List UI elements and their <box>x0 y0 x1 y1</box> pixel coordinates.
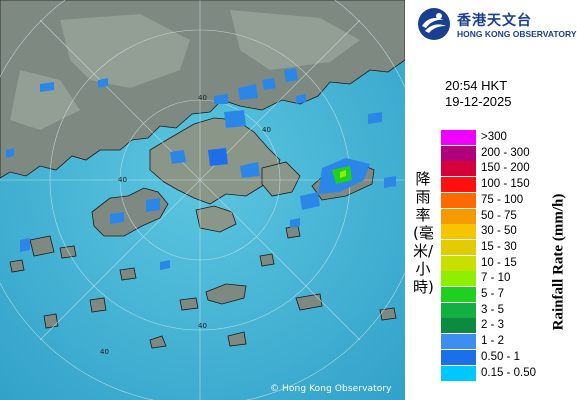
legend-label: 2 - 3 <box>481 319 505 332</box>
legend-label: 15 - 30 <box>481 240 517 253</box>
rain-echoes <box>6 68 396 270</box>
legend-swatch <box>441 130 476 145</box>
legend-swatch <box>441 208 476 224</box>
mainland-texture <box>10 10 360 130</box>
legend-label: 100 - 150 <box>481 178 530 191</box>
outlying-islands <box>9 225 397 349</box>
legend-axis-label-en: Rainfall Rate (mm/h) <box>550 193 567 331</box>
legend-label: 150 - 200 <box>481 162 530 175</box>
ring-label: 40 <box>262 126 271 134</box>
legend-label: 0.15 - 0.50 <box>481 366 536 379</box>
legend-label: 3 - 5 <box>481 303 505 316</box>
legend-swatch <box>441 287 476 302</box>
legend-swatch <box>441 334 476 350</box>
legend-swatch <box>441 255 476 271</box>
observation-date: 19-12-2025 <box>445 94 512 109</box>
ring-label: 40 <box>198 94 207 102</box>
ring-label: 40 <box>198 322 207 330</box>
legend-label: 200 - 300 <box>481 146 530 159</box>
legend-label: 50 - 75 <box>481 209 517 222</box>
legend-swatch <box>441 145 476 161</box>
legend-swatch <box>441 161 476 177</box>
info-panel: 香港天文台 HONG KONG OBSERVATORY 20:54 HKT 19… <box>405 0 577 400</box>
radar-map[interactable]: 40 40 40 40 40 <box>0 0 405 400</box>
legend-label: 10 - 15 <box>481 256 517 269</box>
legend-label: 5 - 7 <box>481 288 505 300</box>
ring-label: 40 <box>118 176 127 184</box>
legend-label: 0.50 - 1 <box>481 350 520 363</box>
legend-label: 30 - 50 <box>481 225 517 238</box>
legend-swatch <box>441 318 476 334</box>
legend-label: 1 - 2 <box>481 335 505 348</box>
org-name-en: HONG KONG OBSERVATORY <box>457 29 577 39</box>
legend-swatch <box>441 271 476 287</box>
hko-logo[interactable]: 香港天文台 HONG KONG OBSERVATORY <box>417 5 577 41</box>
legend-swatch <box>441 177 476 193</box>
legend-axis-label-zh: 降雨率(毫米/小時) <box>413 170 434 296</box>
radar-map-canvas: 40 40 40 40 40 <box>0 0 405 400</box>
legend-swatch <box>441 239 476 255</box>
legend-swatch <box>441 302 476 318</box>
legend-swatch <box>441 349 476 365</box>
hko-logo-icon <box>418 8 450 40</box>
map-copyright: © Hong Kong Observatory <box>270 384 392 394</box>
observation-time: 20:54 HKT <box>445 78 508 93</box>
legend-label: 7 - 10 <box>481 272 511 285</box>
legend-swatch <box>441 192 476 208</box>
legend-label: 75 - 100 <box>481 193 524 206</box>
sai-kung-peninsula <box>261 161 301 197</box>
org-name-zh: 香港天文台 <box>457 13 532 29</box>
legend-swatch <box>441 365 476 381</box>
legend-label: >300 <box>481 131 507 143</box>
legend-swatch <box>441 224 476 240</box>
ring-label: 40 <box>100 348 109 356</box>
